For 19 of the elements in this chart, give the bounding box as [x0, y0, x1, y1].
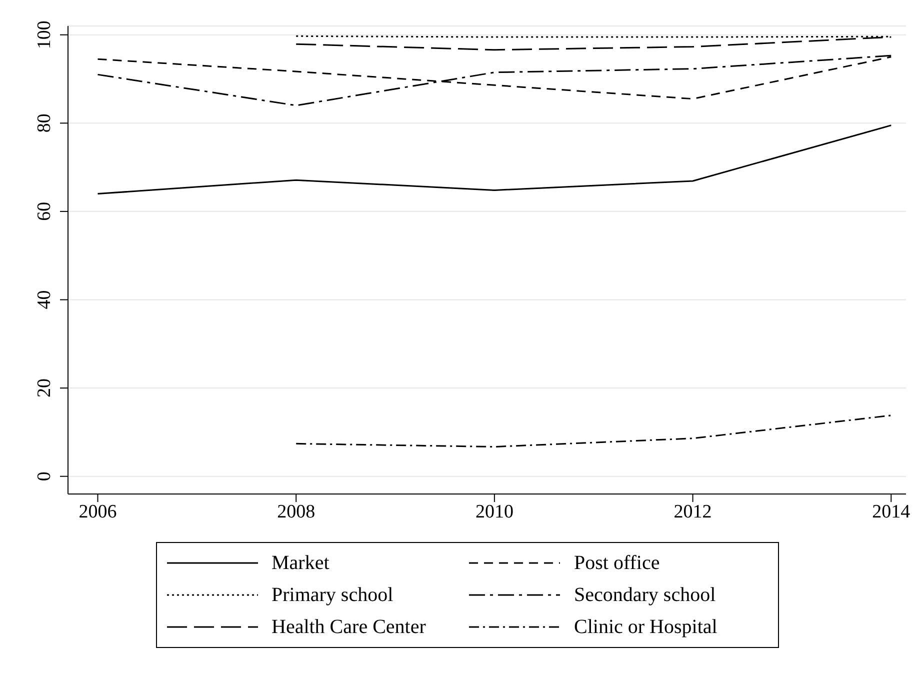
- x-tick-label: 2006: [78, 501, 117, 522]
- legend-label: Market: [272, 552, 330, 574]
- y-tick-label: 60: [34, 202, 55, 221]
- x-tick-label: 2014: [872, 501, 911, 522]
- legend-label: Health Care Center: [272, 616, 426, 638]
- y-tick-label: 40: [34, 290, 55, 310]
- x-tick-label: 2008: [277, 501, 316, 522]
- legend-label: Primary school: [272, 584, 394, 606]
- y-tick-label: 20: [34, 378, 55, 398]
- y-tick-label: 100: [34, 20, 55, 50]
- legend-label: Secondary school: [574, 584, 716, 606]
- y-tick-label: 80: [34, 114, 55, 133]
- line-series: [97, 124, 892, 195]
- line-series: [295, 414, 892, 448]
- legend-label: Clinic or Hospital: [574, 616, 718, 638]
- x-tick-label: 2012: [674, 501, 712, 522]
- y-tick-label: 0: [34, 472, 55, 482]
- x-tick-label: 2010: [475, 501, 514, 522]
- legend-label: Post office: [574, 552, 660, 574]
